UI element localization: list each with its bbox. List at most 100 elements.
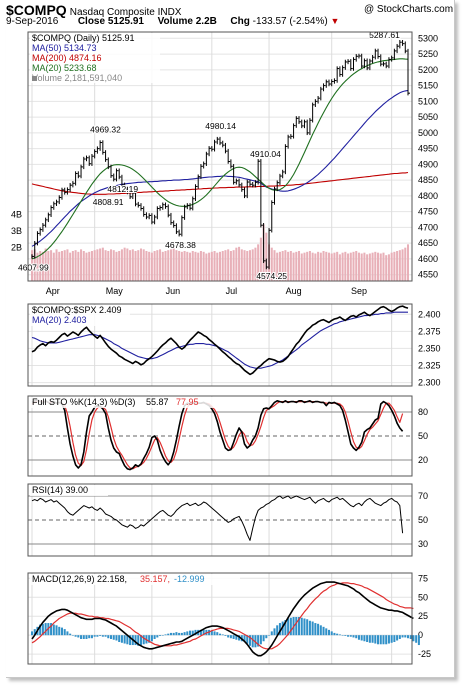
price-y-tick-label: 5200: [418, 65, 438, 75]
chg-value: -133.57 (-2.54%): [252, 16, 328, 27]
x-month-label: Sep: [351, 286, 367, 296]
macd-histogram-bar: [379, 635, 382, 645]
macd-histogram-bar: [142, 635, 145, 645]
price-annotation: 4808.91: [93, 197, 124, 207]
volume-bar: [77, 251, 80, 281]
price-annotation: 4969.32: [90, 125, 121, 135]
ratio-line: [31, 305, 409, 376]
macd-histogram-bar: [298, 616, 301, 636]
volume-bar: [205, 253, 208, 281]
volume-bar: [55, 249, 58, 281]
volume-bar: [63, 250, 66, 281]
volume-bar: [210, 251, 213, 281]
chart-frame: $COMPQ Nasdaq Composite INDX @ StockChar…: [6, 0, 455, 678]
price-legend-background: [30, 33, 160, 83]
volume-tick-label: 2B: [11, 243, 22, 253]
volume-bar: [118, 251, 121, 281]
macd-histogram-bar: [295, 616, 298, 636]
close-label: Close: [77, 16, 106, 27]
macd-histogram-bar: [88, 635, 91, 639]
volume-bar: [80, 249, 83, 281]
macd-histogram-bar: [270, 631, 273, 636]
volume-bar: [169, 249, 172, 281]
macd-histogram-bar: [406, 635, 410, 639]
sto-k-line: [31, 399, 404, 471]
volume-bar: [47, 251, 50, 281]
volume-bar: [164, 251, 167, 281]
volume-bar: [74, 250, 77, 281]
macd-histogram-bar: [224, 635, 227, 636]
volume-bar: [240, 249, 243, 281]
macd-histogram-bar: [412, 635, 415, 642]
volume-bar: [319, 252, 322, 281]
volume-bar: [175, 250, 178, 281]
macd-histogram-bar: [80, 635, 83, 639]
macd-histogram-bar: [169, 632, 172, 636]
volume-bar: [82, 251, 85, 281]
macd-histogram-bar: [262, 635, 265, 642]
volume-bar: [161, 251, 164, 281]
x-month-label: Jul: [226, 286, 238, 296]
macd-histogram-bar: [156, 635, 159, 638]
macd-histogram-bar: [110, 635, 113, 639]
macd-histogram-bar: [347, 635, 350, 637]
price-annotation: 4678.38: [165, 240, 196, 250]
rsi-line: [31, 495, 404, 541]
price-y-tick-label: 5050: [418, 112, 438, 122]
macd-histogram-bar: [300, 617, 303, 636]
macd-histogram-bar: [99, 635, 102, 636]
rsi-y-tick-label: 30: [418, 539, 428, 549]
macd-histogram-bar: [311, 621, 314, 636]
volume-bar: [69, 252, 72, 281]
volume-bar: [104, 250, 107, 281]
macd-histogram-bar: [183, 632, 186, 636]
price-legend-ma20: MA(20) 5233.68: [32, 63, 97, 73]
macd-histogram-bar: [120, 635, 123, 643]
macd-histogram-bar: [306, 619, 309, 636]
rsi-legend-background: [30, 485, 108, 496]
volume-bar: [107, 251, 110, 281]
volume-bar: [213, 251, 216, 281]
ratio-legend-title: $COMPQ:$SPX 2.409: [32, 305, 122, 315]
price-annotation: 4910.04: [250, 149, 281, 159]
volume-bar: [178, 251, 181, 281]
volume-bar: [197, 252, 200, 281]
macd-histogram-bar: [227, 635, 230, 638]
x-month-label: Jun: [166, 286, 181, 296]
macd-histogram-bar: [409, 635, 412, 639]
volume-bar: [126, 248, 129, 281]
volume-bar: [382, 252, 385, 281]
macd-histogram-bar: [404, 635, 407, 638]
macd-histogram-bar: [398, 635, 401, 639]
ratio-y-tick-label: 2.400: [418, 309, 441, 319]
volume-bar: [221, 251, 224, 281]
volume-bar: [398, 250, 401, 281]
macd-histogram-bar: [90, 635, 93, 639]
macd-histogram-bar: [202, 629, 205, 636]
macd-histogram-bar: [235, 635, 238, 640]
ratio-y-tick-label: 2.350: [418, 343, 441, 353]
volume-bar: [139, 248, 142, 281]
macd-histogram-bar: [390, 635, 393, 643]
price-y-tick-label: 5250: [418, 49, 438, 59]
volume-bar: [243, 250, 246, 281]
macd-histogram-bar: [199, 629, 202, 636]
volume-tick-label: 4B: [11, 209, 22, 219]
macd-histogram-bar: [41, 623, 44, 636]
x-month-label: Apr: [46, 286, 60, 296]
macd-histogram-bar: [115, 635, 118, 641]
volume-bar: [180, 251, 183, 281]
volume-bar: [379, 253, 382, 281]
volume-bar: [281, 251, 284, 281]
macd-histogram-bar: [44, 623, 47, 636]
sto-legend-d: 77.95: [176, 397, 199, 407]
macd-histogram-bar: [268, 635, 271, 636]
price-legend-title: $COMPQ (Daily) 5125.91: [32, 33, 135, 43]
macd-legend-signal: 35.157,: [140, 574, 170, 584]
volume-bar: [308, 251, 311, 281]
volume-bar: [357, 252, 360, 281]
macd-y-tick-label: -25: [418, 649, 431, 659]
volume-bar: [131, 249, 134, 281]
macd-histogram-bar: [216, 632, 219, 636]
volume-bar: [145, 251, 148, 281]
